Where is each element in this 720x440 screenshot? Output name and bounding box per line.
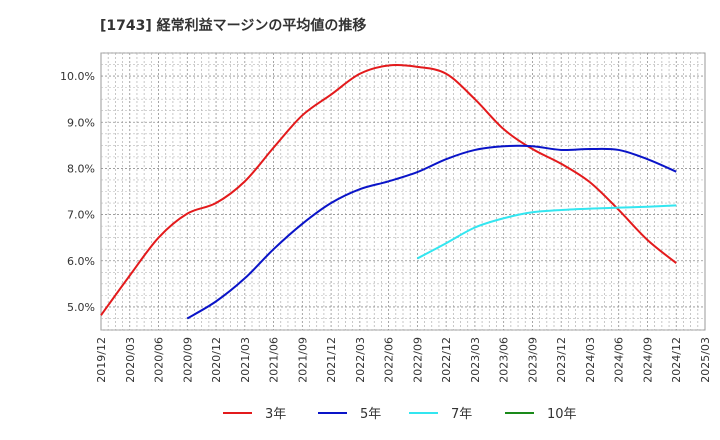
y-tick-label: 10.0% — [60, 70, 95, 83]
y-axis-ticks: 5.0% 6.0% 7.0% 8.0% 9.0% 10.0% — [60, 70, 95, 314]
x-tick-label: 2020/12 — [210, 337, 223, 383]
legend-label: 5年 — [360, 407, 381, 422]
y-tick-label: 5.0% — [67, 301, 95, 314]
x-tick-label: 2022/06 — [383, 337, 396, 383]
x-tick-label: 2020/03 — [124, 337, 137, 383]
x-axis-ticks: 2019/12 2020/03 2020/06 2020/09 2020/12 2021/… — [95, 337, 712, 383]
x-tick-label: 2020/06 — [153, 337, 166, 383]
x-tick-label: 2023/06 — [498, 337, 511, 383]
x-tick-label: 2021/06 — [268, 337, 281, 383]
series-line-3年 — [100, 63, 677, 316]
x-tick-label: 2021/12 — [325, 337, 338, 383]
x-tick-label: 2022/03 — [354, 337, 367, 383]
x-tick-label: 2025/03 — [699, 337, 712, 383]
x-tick-label: 2023/12 — [555, 337, 568, 383]
x-tick-label: 2024/12 — [670, 337, 683, 383]
x-tick-label: 2024/03 — [584, 337, 597, 383]
y-tick-label: 9.0% — [67, 116, 95, 129]
grid-lines — [101, 52, 705, 331]
x-tick-label: 2020/09 — [181, 337, 194, 383]
x-tick-label: 2024/06 — [613, 337, 626, 383]
series-line-7年 — [416, 204, 677, 260]
x-tick-label: 2023/09 — [526, 337, 539, 383]
legend: 3年 5年 7年 10年 — [223, 407, 577, 422]
x-tick-label: 2019/12 — [95, 337, 108, 383]
x-tick-label: 2021/03 — [239, 337, 252, 383]
chart-title: [1743] 経常利益マージンの平均値の推移 — [100, 17, 366, 34]
y-tick-label: 7.0% — [67, 209, 95, 222]
series-line-5年 — [186, 144, 677, 320]
legend-label: 3年 — [265, 407, 286, 422]
y-tick-label: 6.0% — [67, 255, 95, 268]
x-tick-label: 2024/09 — [641, 337, 654, 383]
x-tick-label: 2021/09 — [296, 337, 309, 383]
x-tick-label: 2022/09 — [411, 337, 424, 383]
x-tick-label: 2022/12 — [440, 337, 453, 383]
legend-label: 10年 — [547, 407, 577, 422]
x-tick-label: 2023/03 — [469, 337, 482, 383]
legend-label: 7年 — [451, 407, 472, 422]
y-tick-label: 8.0% — [67, 162, 95, 175]
series-lines — [100, 63, 677, 320]
